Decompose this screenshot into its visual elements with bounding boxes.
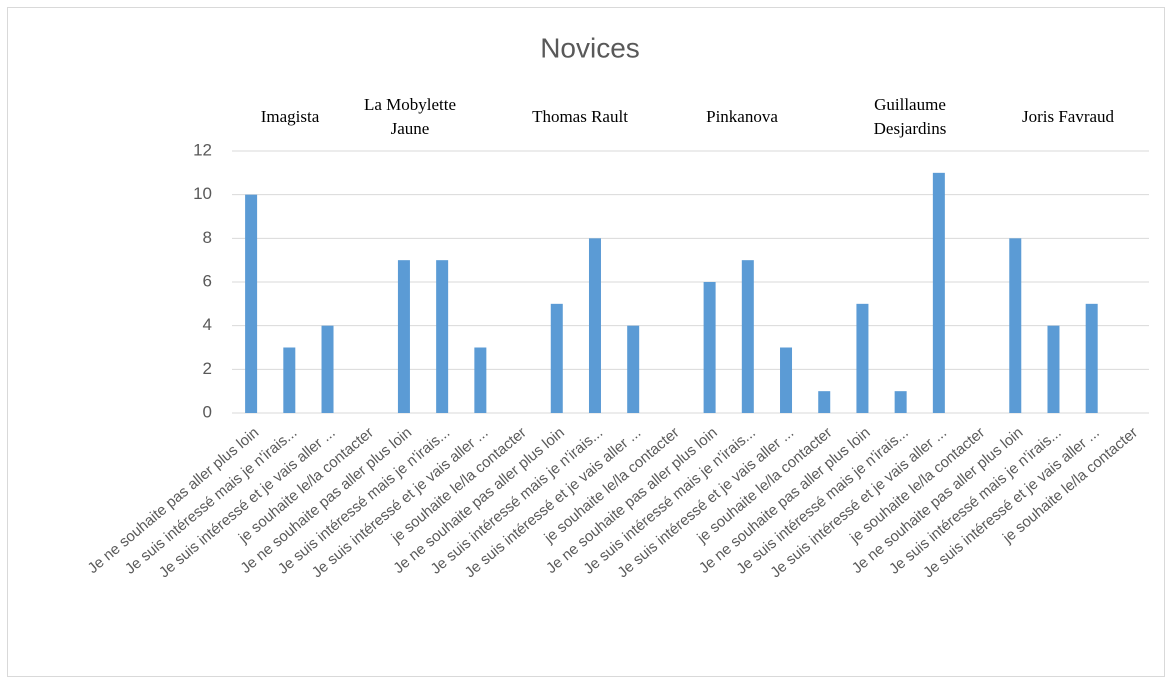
bar [474,347,487,413]
y-tick-label: 12 [193,140,212,159]
bar [1009,238,1022,413]
group-label: Thomas Rault [532,107,628,126]
group-label: Imagista [260,107,320,126]
group-label: Guillaume Desjardins [873,95,947,138]
bar [283,347,296,413]
bar [1085,303,1098,413]
bar [818,391,831,413]
y-tick-label: 6 [203,271,212,290]
group-label: Joris Favraud [1021,107,1115,126]
bar [245,194,258,413]
bar [588,238,601,413]
y-tick-label: 4 [203,315,212,334]
y-tick-label: 8 [203,228,212,247]
bar [321,325,334,413]
bar [741,260,754,413]
y-tick-label: 0 [203,402,212,421]
bar [703,282,716,413]
group-label: Pinkanova [706,107,778,126]
chart-border [7,7,1165,677]
chart-title: Novices [540,32,640,63]
bar [780,347,793,413]
bar [627,325,640,413]
group-label: La Mobylette Jaune [363,95,457,138]
bar [894,391,907,413]
bar [932,172,945,413]
bar [397,260,410,413]
bar [436,260,449,413]
y-tick-label: 10 [193,184,212,203]
bar [856,303,869,413]
bar [550,303,563,413]
bar [1047,325,1060,413]
y-tick-label: 2 [203,359,212,378]
